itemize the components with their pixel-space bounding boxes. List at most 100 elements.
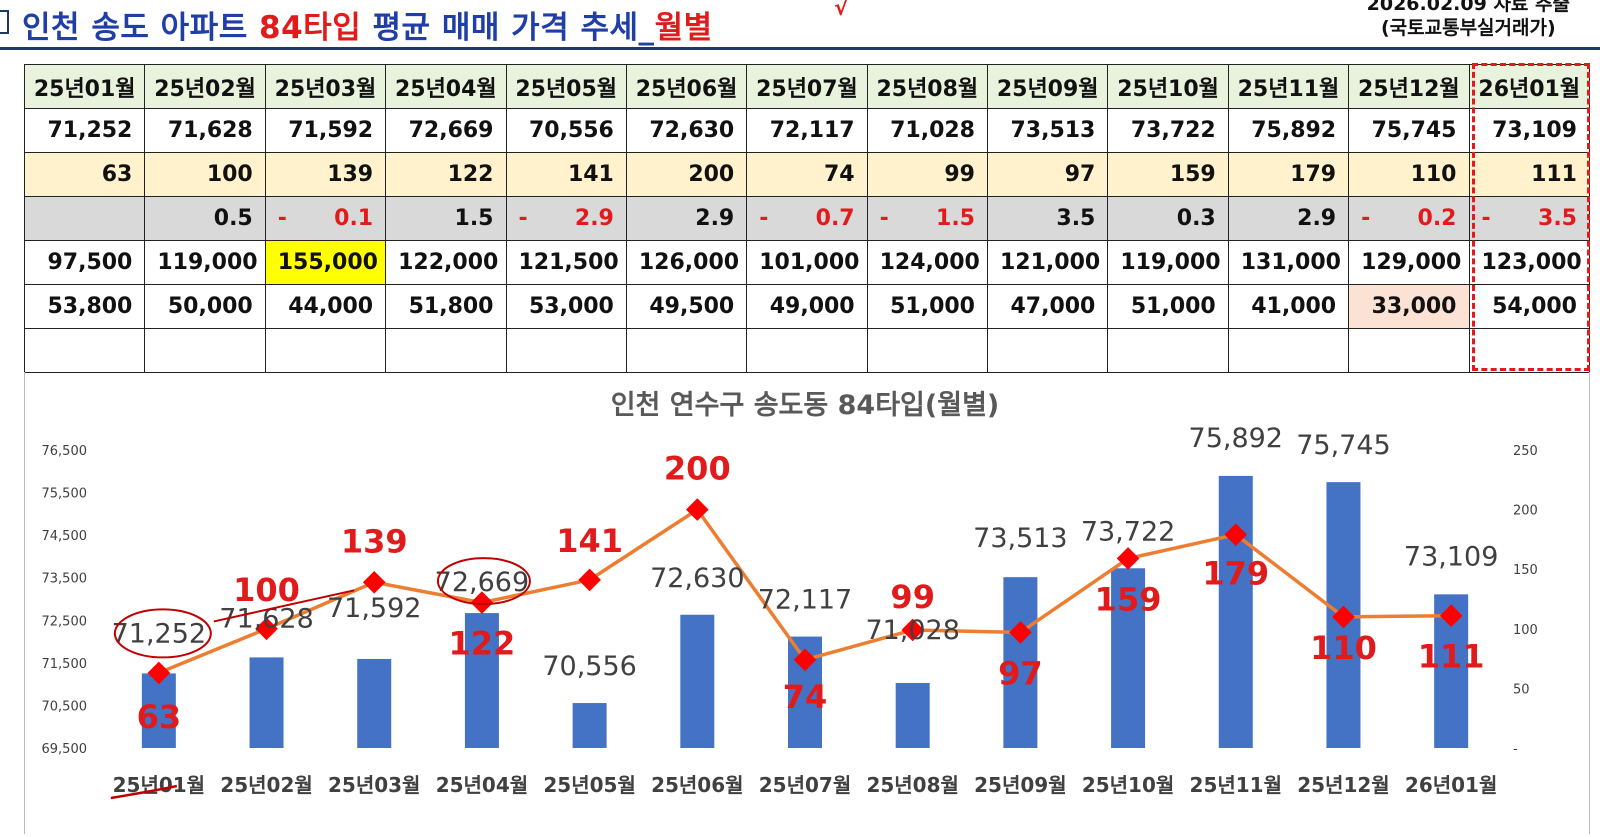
annotation-underline: [110, 784, 178, 800]
volume-value-label: 111: [1418, 638, 1485, 676]
table-row-months: 25년01월 25년02월 25년03월 25년04월 25년05월 25년06월 25년0…: [23, 64, 1590, 109]
avg-price-cell: 75,892: [1227, 108, 1350, 153]
max-price-cell: 155,000: [264, 240, 387, 285]
avg-price-cell: 72,669: [385, 108, 507, 153]
max-price-cell: 124,000: [866, 240, 989, 285]
header-divider: [0, 47, 1600, 50]
volume-cell: 97: [986, 152, 1109, 197]
line-marker: [147, 661, 171, 685]
bar-value-label: 72,669: [435, 567, 529, 598]
month-header-cell: 25년10월: [1107, 64, 1229, 109]
min-price-cell: 33,000: [1348, 284, 1470, 329]
change-value: 2.9: [695, 206, 735, 231]
minus-sign: -: [277, 206, 287, 231]
empty-cell: [866, 328, 989, 373]
x-axis-tick-label: 25년10월: [1082, 773, 1174, 797]
change-value: 0.3: [1176, 206, 1216, 231]
max-price-cell: 129,000: [1348, 240, 1470, 285]
volume-value-label: 110: [1310, 629, 1377, 667]
min-price-cell: 49,000: [746, 284, 868, 329]
chart-frame: 인천 연수구 송도동 84타입(월별) 69,500 70,500 71,500 72,…: [24, 372, 1590, 834]
combo-chart: 인천 연수구 송도동 84타입(월별) 69,500 70,500 71,500 72,…: [42, 390, 1538, 800]
volume-value-label: 139: [341, 522, 408, 560]
change-cell: - 0.2: [1348, 196, 1470, 241]
bar-value-label: 75,892: [1189, 423, 1283, 454]
min-price-cell: 51,800: [385, 284, 507, 329]
title-bullet-icon: [0, 10, 9, 34]
change-value: 0.7: [815, 206, 855, 231]
y-axis-tick-label: 73,500: [42, 572, 88, 587]
title-suffix: 월별: [654, 10, 713, 46]
x-axis-tick-label: 25년04월: [436, 773, 528, 797]
change-value: 3.5: [1056, 206, 1096, 231]
change-cell: 1.5: [385, 196, 507, 241]
title-prefix: 인천 송도 아파트: [22, 10, 260, 46]
volume-value-label: 122: [449, 625, 516, 663]
volume-value-label: 179: [1202, 555, 1269, 593]
x-axis-tick-label: 25년02월: [220, 773, 312, 797]
empty-cell: [144, 328, 266, 373]
max-price-cell: 131,000: [1227, 240, 1350, 285]
volume-cell: 110: [1348, 152, 1470, 197]
y-axis-tick-label: 71,500: [42, 657, 88, 672]
change-cell: - 2.9: [505, 196, 627, 241]
volume-cell: 141: [505, 152, 627, 197]
volume-cell: 159: [1107, 152, 1229, 197]
min-price-cell: 49,500: [625, 284, 748, 329]
bar: [1218, 475, 1253, 748]
max-price-cell: 122,000: [385, 240, 507, 285]
y-axis-tick-label: 69,500: [42, 742, 88, 757]
header: 인천 송도 아파트 84타입 평균 매매 가격 추세_월별 √ 2026.02.…: [0, 0, 1600, 56]
max-price-cell: 126,000: [625, 240, 748, 285]
source-origin: (국토교통부실거래가): [1380, 17, 1556, 39]
min-price-cell: 51,000: [1107, 284, 1229, 329]
title-middle: 평균 매매 가격 추세_: [361, 10, 655, 46]
bar: [895, 682, 930, 748]
max-price-cell: 123,000: [1468, 240, 1590, 285]
y-axis-tick-label: 74,500: [42, 529, 88, 544]
empty-cell: [505, 328, 627, 373]
month-header-cell: 26년01월: [1468, 64, 1590, 109]
annotation-circle: [436, 557, 531, 606]
line-marker: [1116, 547, 1140, 570]
month-header-cell: 25년11월: [1227, 64, 1350, 109]
x-axis-tick-label: 25년05월: [543, 773, 635, 797]
annotation-circle: [113, 608, 212, 659]
price-table: 25년01월 25년02월 25년03월 25년04월 25년05월 25년06월 25년0…: [23, 64, 1590, 373]
avg-price-cell: 73,109: [1468, 108, 1590, 153]
table-row-avg-price: 71,252 71,628 71,592 72,669 70,556 72,630 72,1…: [23, 108, 1590, 153]
table-row-min-price: 53,800 50,000 44,000 51,800 53,000 49,500 49,0…: [23, 284, 1590, 329]
avg-price-cell: 71,252: [23, 108, 146, 153]
chart-title: 인천 연수구 송도동 84타입(월별): [611, 390, 1000, 421]
x-axis-tick-label: 25년03월: [328, 773, 420, 797]
min-price-cell: 53,000: [505, 284, 627, 329]
min-price-cell: 41,000: [1227, 284, 1350, 329]
month-header-cell: 25년05월: [505, 64, 627, 109]
empty-cell: [1227, 328, 1350, 373]
y2-axis-tick-label: 250: [1513, 444, 1538, 459]
change-cell: 2.9: [1227, 196, 1350, 241]
bar: [357, 658, 392, 748]
empty-cell: [264, 328, 387, 373]
min-price-cell: 53,800: [23, 284, 146, 329]
change-value: 2.9: [574, 206, 614, 231]
change-cell: - 0.7: [746, 196, 868, 241]
volume-cell: 139: [264, 152, 387, 197]
bar-value-label: 75,745: [1296, 430, 1390, 461]
avg-price-cell: 73,722: [1107, 108, 1229, 153]
y2-axis-tick-label: 100: [1513, 623, 1538, 638]
table-row-empty: [23, 328, 1590, 373]
volume-value-label: 141: [556, 522, 623, 560]
line-marker: [685, 498, 709, 521]
change-cell: - 3.5: [1468, 196, 1590, 241]
change-value: 0.1: [334, 206, 374, 231]
bar-value-label: 73,722: [1081, 516, 1175, 547]
min-price-cell: 51,000: [866, 284, 989, 329]
avg-price-cell: 70,556: [505, 108, 627, 153]
change-value: 3.5: [1538, 206, 1577, 231]
volume-cell: 200: [625, 152, 748, 197]
line-marker: [1009, 621, 1032, 644]
month-header-cell: 25년03월: [264, 64, 387, 109]
check-mark-icon: √: [834, 0, 849, 21]
x-axis-tick-label: 26년01월: [1405, 773, 1497, 797]
